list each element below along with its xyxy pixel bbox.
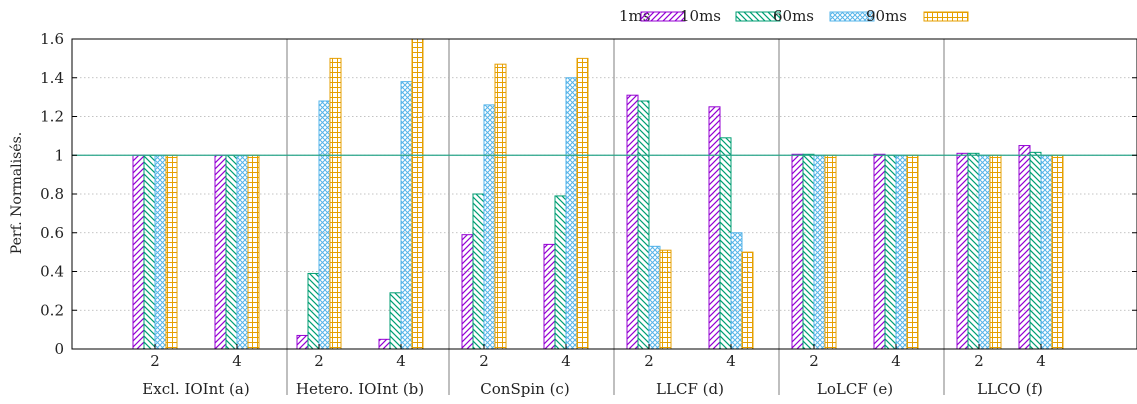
bar bbox=[400, 81, 413, 350]
bar bbox=[236, 154, 249, 350]
legend-label: 60ms bbox=[773, 7, 814, 25]
bar bbox=[708, 106, 721, 350]
bar bbox=[956, 152, 969, 350]
group-label: LoLCF (e) bbox=[817, 380, 893, 398]
y-tick-label: 1.4 bbox=[40, 69, 64, 87]
x-tick-label: 2 bbox=[809, 352, 819, 370]
bar bbox=[329, 57, 342, 350]
legend-label: 10ms bbox=[680, 7, 721, 25]
bar bbox=[1018, 145, 1031, 350]
bar bbox=[659, 249, 672, 350]
x-tick-label: 4 bbox=[232, 352, 242, 370]
bar bbox=[307, 272, 320, 350]
y-tick-label: 0.6 bbox=[40, 224, 64, 242]
legend-swatch bbox=[735, 11, 781, 22]
axes bbox=[71, 38, 1137, 350]
group-label: Hetero. IOInt (b) bbox=[296, 380, 424, 398]
x-tick-label: 4 bbox=[561, 352, 571, 370]
group-labels: Excl. IOInt (a) Hetero. IOInt (b) ConSpin … bbox=[142, 380, 1043, 398]
bar bbox=[906, 154, 919, 350]
legend-swatch bbox=[829, 11, 875, 22]
bar bbox=[873, 153, 886, 350]
group-separators bbox=[286, 39, 945, 395]
bar bbox=[648, 245, 661, 350]
bar bbox=[247, 154, 260, 350]
group-label: LLCO (f) bbox=[977, 380, 1043, 398]
bar bbox=[225, 154, 238, 350]
bar bbox=[719, 137, 732, 350]
y-tick-label: 0.2 bbox=[40, 301, 64, 319]
y-tick-label: 0.8 bbox=[40, 185, 64, 203]
legend-swatch bbox=[923, 11, 969, 22]
x-tick-label: 2 bbox=[479, 352, 489, 370]
x-tick-label: 2 bbox=[974, 352, 984, 370]
bar bbox=[741, 251, 754, 350]
bar bbox=[1029, 151, 1042, 350]
bar bbox=[989, 154, 1002, 350]
bar bbox=[637, 100, 650, 350]
bar bbox=[472, 193, 485, 350]
bar bbox=[813, 154, 826, 350]
bar bbox=[1040, 154, 1053, 350]
bar bbox=[824, 154, 837, 350]
bar bbox=[895, 154, 908, 350]
x-tick-labels: 2 4 2 4 2 4 2 4 2 4 2 4 bbox=[150, 352, 1046, 370]
legend: 1ms 10ms 60ms 90ms bbox=[619, 7, 969, 25]
y-tick-labels: 0 0.2 0.4 0.6 0.8 1 1.2 1.4 1.6 bbox=[40, 30, 64, 358]
x-tick-label: 4 bbox=[396, 352, 406, 370]
y-tick-label: 0.4 bbox=[40, 263, 64, 281]
x-tick-label: 2 bbox=[314, 352, 324, 370]
bar bbox=[626, 94, 639, 350]
bar bbox=[483, 104, 496, 350]
x-tick-label: 4 bbox=[1036, 352, 1046, 370]
x-tick-label: 2 bbox=[150, 352, 160, 370]
bar bbox=[214, 154, 227, 350]
bar bbox=[132, 154, 145, 350]
bar bbox=[554, 195, 567, 350]
bar bbox=[967, 152, 980, 350]
bar bbox=[165, 154, 178, 350]
legend-label: 90ms bbox=[866, 7, 907, 25]
y-tick-label: 1 bbox=[54, 146, 64, 164]
bar bbox=[318, 100, 331, 350]
bar bbox=[791, 153, 804, 350]
y-axis-label: Perf. Normalisés. bbox=[9, 132, 25, 254]
bar bbox=[802, 153, 815, 350]
bar bbox=[143, 154, 156, 350]
group-label: ConSpin (c) bbox=[480, 380, 569, 398]
plot-frame bbox=[71, 38, 1137, 350]
bar bbox=[543, 243, 556, 350]
bar bbox=[565, 77, 578, 350]
bar bbox=[576, 57, 589, 350]
bar bbox=[389, 292, 402, 350]
legend-swatch bbox=[640, 11, 686, 22]
group-label: Excl. IOInt (a) bbox=[142, 380, 249, 398]
x-tick-label: 4 bbox=[726, 352, 736, 370]
bar bbox=[378, 338, 391, 350]
bar bbox=[1051, 154, 1064, 350]
bar bbox=[411, 38, 424, 350]
bar bbox=[978, 154, 991, 350]
x-tick-label: 2 bbox=[644, 352, 654, 370]
bar bbox=[461, 234, 474, 350]
x-tick-label: 4 bbox=[891, 352, 901, 370]
bar bbox=[296, 334, 309, 350]
group-label: LLCF (d) bbox=[656, 380, 724, 398]
bar bbox=[494, 63, 507, 350]
y-tick-label: 0 bbox=[54, 340, 64, 358]
y-tick-label: 1.2 bbox=[40, 108, 64, 126]
bar bbox=[884, 154, 897, 350]
bar bbox=[154, 154, 167, 350]
bar bbox=[730, 232, 743, 350]
y-tick-label: 1.6 bbox=[40, 30, 64, 48]
